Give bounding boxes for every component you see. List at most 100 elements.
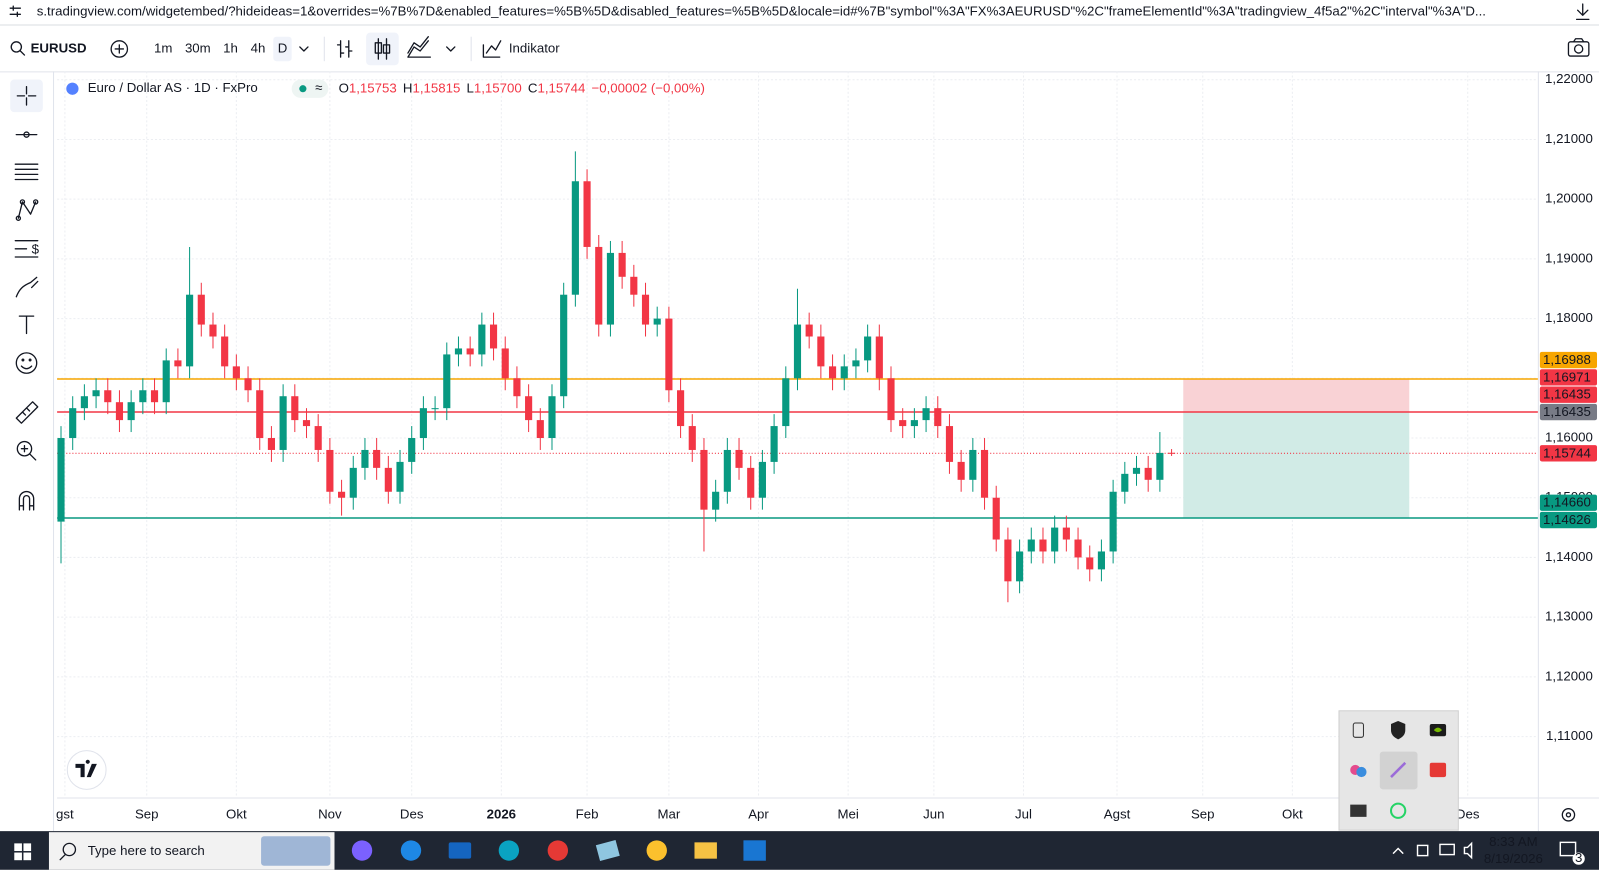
y-tick-label: 1,18000: [1545, 310, 1593, 325]
search-icon[interactable]: [10, 41, 26, 56]
candle-body: [980, 449, 989, 498]
address-bar: [0, 0, 1599, 25]
tray-icon[interactable]: [1350, 804, 1367, 817]
x-tick-label: Des: [1456, 806, 1480, 821]
y-tick-label: 1,14000: [1545, 549, 1593, 564]
app-icon[interactable]: [351, 840, 373, 861]
screenshot-icon[interactable]: [1567, 38, 1590, 57]
candle-body: [396, 461, 404, 492]
candle-body: [887, 378, 895, 421]
price-tag: [1539, 494, 1598, 511]
y-tick-label: 1,22000: [1545, 71, 1593, 86]
candle-body: [92, 390, 100, 397]
download-icon[interactable]: [1575, 3, 1590, 21]
candle-body: [57, 438, 65, 522]
candle-body: [595, 246, 603, 325]
tray-icon[interactable]: [1429, 762, 1447, 778]
forecast-tool[interactable]: $: [14, 240, 40, 258]
candle-body: [536, 420, 544, 439]
candle-body: [337, 491, 346, 498]
ohlc-value: 1,15815: [412, 80, 460, 95]
interval-menu[interactable]: [299, 46, 309, 52]
x-tick-label: Agst: [1104, 806, 1131, 821]
start-button[interactable]: [14, 843, 32, 861]
price-tag-label: 1,15744: [1543, 445, 1591, 460]
interval[interactable]: 1m: [154, 40, 172, 55]
system-icons[interactable]: [1416, 841, 1473, 860]
candle-body: [1074, 539, 1082, 558]
app-icon[interactable]: [646, 840, 667, 861]
candle-body: [1121, 473, 1129, 492]
text-tool[interactable]: [18, 315, 35, 335]
area-icon[interactable]: [407, 36, 432, 58]
app-icon[interactable]: [498, 840, 520, 861]
clock-date[interactable]: 8/19/2026: [1484, 851, 1543, 866]
ohlc-key: H: [403, 80, 413, 95]
candle-body: [747, 467, 755, 498]
chart-type-menu[interactable]: [446, 46, 456, 52]
tray-icon[interactable]: [1352, 722, 1364, 738]
crosshair-tool[interactable]: [16, 86, 37, 106]
fib-tool[interactable]: [14, 163, 39, 181]
settings-icon[interactable]: [1561, 808, 1576, 822]
magnet-tool[interactable]: [18, 490, 35, 511]
app-icon[interactable]: [448, 842, 472, 859]
notification-badge: [1572, 852, 1585, 865]
brush-tool[interactable]: [15, 276, 39, 298]
site-settings-icon[interactable]: [9, 5, 22, 17]
pattern-tool[interactable]: [15, 199, 39, 221]
candle-body: [793, 324, 802, 379]
y-tick-label: 1,19000: [1545, 250, 1593, 265]
candle-body: [723, 449, 731, 492]
market-status: [299, 85, 307, 93]
candle-body: [1109, 491, 1117, 552]
price-tag: [1539, 445, 1598, 462]
bars-icon[interactable]: [336, 40, 353, 58]
ruler-tool[interactable]: [15, 401, 39, 424]
search-placeholder[interactable]: Type here to search: [88, 843, 205, 858]
tray-icon[interactable]: [1391, 720, 1406, 740]
candle-body: [373, 449, 381, 468]
tray-icon[interactable]: [1390, 761, 1407, 778]
zoom-tool[interactable]: [16, 440, 37, 461]
candle-body: [150, 390, 159, 403]
tray-icon[interactable]: [1389, 802, 1407, 819]
interval[interactable]: 1h: [223, 40, 238, 55]
trend-line-tool[interactable]: [15, 131, 38, 138]
interval[interactable]: 4h: [251, 40, 266, 55]
tray-chevron[interactable]: [1392, 847, 1404, 855]
interval[interactable]: D: [278, 40, 288, 55]
symbol-icon: [66, 82, 79, 95]
x-tick-label: Nov: [318, 806, 342, 821]
notification-icon[interactable]: [1559, 841, 1577, 857]
app-icon[interactable]: [595, 839, 620, 862]
url[interactable]: s.tradingview.com/widgetembed/?hideideas…: [37, 4, 1486, 19]
emoji-tool[interactable]: [15, 352, 38, 374]
indicator-icon[interactable]: [482, 40, 502, 58]
candle-body: [127, 402, 135, 421]
candle-body: [1062, 527, 1070, 540]
candle-body: [1051, 527, 1059, 552]
candle-body: [957, 461, 965, 480]
candle-body: [244, 378, 252, 391]
app-icon[interactable]: [400, 840, 422, 861]
candle-body: [864, 336, 872, 361]
indicators-button[interactable]: Indikator: [509, 40, 560, 55]
app-icon[interactable]: [547, 840, 569, 861]
x-tick-label: Okt: [1282, 806, 1303, 821]
candle-body: [326, 449, 334, 492]
interval[interactable]: 30m: [185, 40, 211, 55]
ohlc-value: 1,15700: [474, 80, 522, 95]
app-icon[interactable]: [743, 840, 766, 861]
ohlc-value: 1,15744: [537, 80, 585, 95]
compare-button[interactable]: [110, 40, 129, 58]
svg-text:$: $: [32, 241, 40, 256]
candles-icon[interactable]: [374, 38, 391, 60]
candle-body: [1016, 551, 1024, 582]
tradingview-logo[interactable]: [66, 750, 107, 790]
app-icon[interactable]: [694, 842, 717, 859]
clock-time[interactable]: 8:33 AM: [1489, 834, 1538, 849]
candle-body: [910, 420, 918, 427]
symbol[interactable]: EURUSD: [31, 40, 87, 55]
